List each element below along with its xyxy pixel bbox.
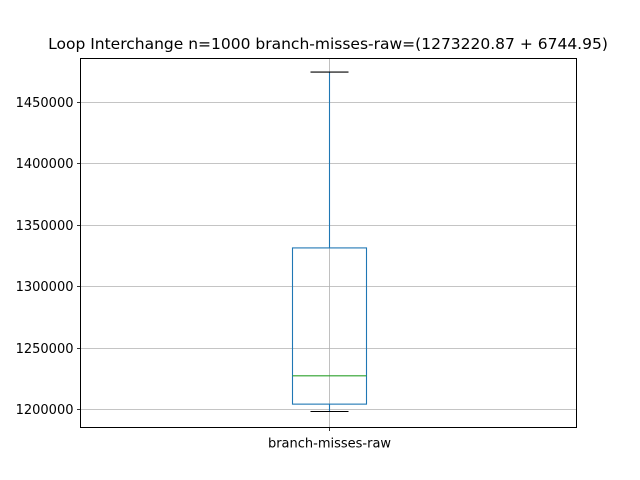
y-tick-label: 1450000 [16, 96, 74, 111]
grid-lines [80, 58, 577, 428]
x-axis: branch-misses-raw [268, 427, 391, 452]
y-tick-label: 1200000 [16, 403, 74, 418]
y-tick-label: 1400000 [16, 157, 74, 172]
iqr-box [291, 247, 368, 405]
box-plot-marks [291, 71, 368, 413]
chart-title: Loop Interchange n=1000 branch-misses-ra… [48, 35, 608, 53]
y-tick-label: 1350000 [16, 219, 74, 234]
y-tick-label: 1250000 [16, 342, 74, 357]
y-tick-label: 1300000 [16, 280, 74, 295]
y-axis: 1200000 1250000 1300000 1350000 1400000 14500… [16, 96, 81, 418]
x-tick-label: branch-misses-raw [268, 437, 391, 452]
plot-frame [80, 58, 577, 428]
